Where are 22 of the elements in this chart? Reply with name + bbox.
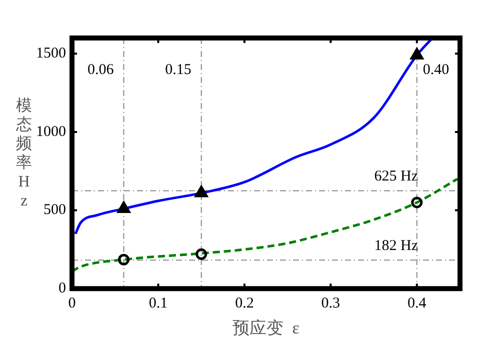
y-tick-label: 1000 (36, 124, 66, 140)
y-tick-label: 500 (44, 202, 66, 218)
x-tick-label: 0 (68, 296, 76, 312)
ref-line-label: 0.40 (422, 62, 450, 78)
x-tick-label: 0.3 (321, 296, 340, 312)
point (411, 196, 423, 208)
point (410, 48, 424, 60)
ref-line-label: 182 Hz (374, 238, 418, 254)
point (118, 254, 130, 266)
x-tick-label: 0.1 (148, 296, 168, 312)
ref-line-label: 0.06 (87, 62, 114, 78)
x-axis-title: 预应变 ε (232, 318, 300, 338)
y-tick-label: 0 (58, 280, 66, 297)
point (117, 201, 130, 213)
point (194, 186, 208, 198)
x-tick-label: 0.4 (408, 296, 427, 312)
ref-line-label: 625 Hz (374, 168, 418, 185)
x-tick-label: 0.2 (235, 296, 254, 312)
point (196, 248, 208, 260)
y-tick-label: 1500 (36, 46, 66, 62)
y-axis-title: 模态频率 Hz (15, 96, 32, 210)
ref-line-label: 0.15 (165, 62, 192, 78)
